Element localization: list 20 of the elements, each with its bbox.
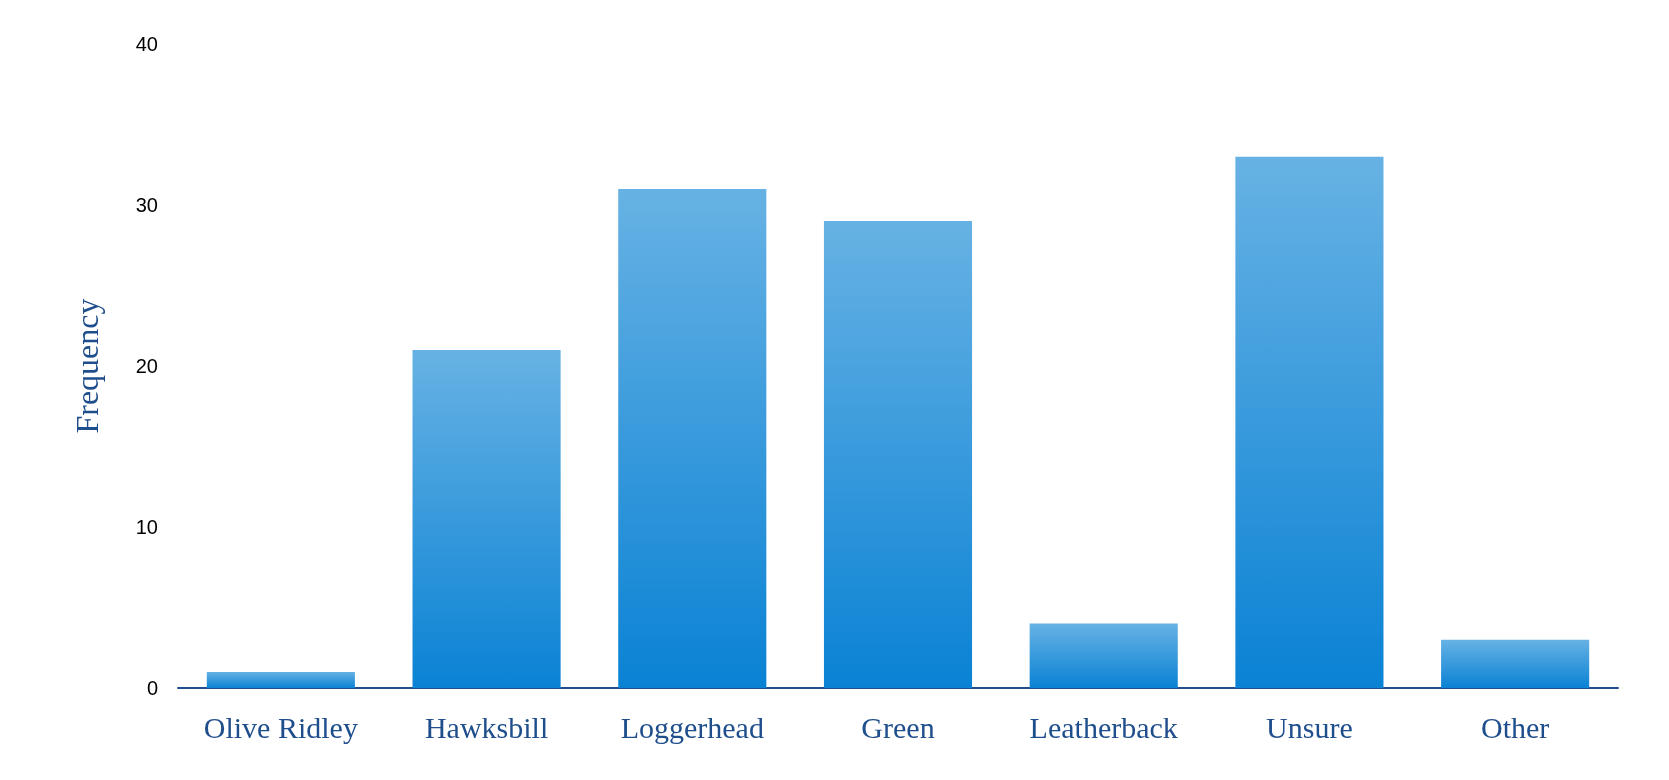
bar <box>823 221 973 688</box>
x-tick-label: Unsure <box>1266 710 1353 744</box>
x-tick-label: Other <box>1480 710 1550 744</box>
x-tick-label: Green <box>861 710 935 744</box>
bar <box>1235 156 1384 688</box>
y-tick-label: 10 <box>135 516 158 538</box>
y-tick-label: 20 <box>135 355 158 377</box>
x-tick-label: Leatherback <box>1029 710 1178 744</box>
bar <box>1029 623 1178 688</box>
bar <box>206 671 355 688</box>
bar <box>412 349 561 688</box>
x-tick-label: Olive Ridley <box>203 710 358 744</box>
y-axis-title: Frequency <box>69 298 105 434</box>
y-tick-label: 30 <box>135 194 158 216</box>
x-tick-label: Hawksbill <box>424 710 549 744</box>
y-tick-label: 0 <box>146 677 158 699</box>
x-tick-label: Loggerhead <box>620 710 764 744</box>
bar <box>1441 639 1590 688</box>
bar <box>618 188 767 688</box>
y-tick-label: 40 <box>135 33 158 55</box>
